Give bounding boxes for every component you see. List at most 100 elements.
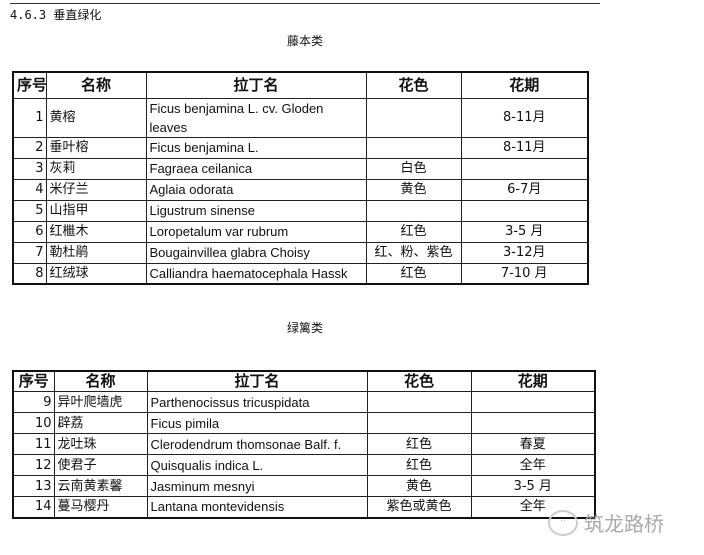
cell-no: 14 — [12, 496, 55, 518]
cell-no: 6 — [12, 220, 47, 243]
cell-no: 13 — [12, 475, 55, 497]
header-name: 名称 — [53, 370, 148, 392]
cell-latin: Clerodendrum thomsonae Balf. f. — [146, 433, 368, 455]
header-no: 序号 — [12, 71, 47, 99]
cell-period: 全年 — [470, 454, 596, 476]
cell-name: 米仔兰 — [45, 178, 147, 201]
header-period: 花期 — [470, 370, 596, 392]
watermark-text: 筑龙路桥 — [584, 512, 664, 536]
cell-no: 11 — [12, 433, 55, 455]
cell-latin: Ligustrum sinense — [145, 199, 367, 222]
cell-latin: Loropetalum var rubrum — [145, 220, 367, 243]
cell-color — [365, 97, 462, 138]
cell-period: 3-5 月 — [460, 220, 589, 243]
cell-name: 黄榕 — [45, 97, 147, 138]
header-no: 序号 — [12, 370, 55, 392]
cell-latin: Ficus pimila — [146, 412, 368, 434]
cell-no: 12 — [12, 454, 55, 476]
header-color: 花色 — [365, 71, 462, 99]
table-row: 2 垂叶榕 Ficus benjamina L. 8-11月 — [12, 136, 589, 159]
cell-latin: Lantana montevidensis — [146, 496, 368, 518]
table-row: 6 红檵木 Loropetalum var rubrum 红色 3-5 月 — [12, 220, 589, 243]
cell-latin: Aglaia odorata — [145, 178, 367, 201]
cell-period — [460, 157, 589, 180]
cell-color: 黄色 — [366, 475, 472, 497]
table-row: 1 黄榕 Ficus benjamina L. cv. Gloden leaves 8… — [12, 97, 589, 138]
table-row: 7 勒杜鹃 Bougainvillea glabra Choisy 红、粉、紫色 3-1… — [12, 241, 589, 264]
cell-period: 春夏 — [470, 433, 596, 455]
cell-no: 8 — [12, 262, 47, 285]
cell-no: 1 — [12, 97, 47, 138]
cell-latin: Ficus benjamina L. — [145, 136, 367, 159]
cell-period: 3-5 月 — [470, 475, 596, 497]
cell-period: 7-10 月 — [460, 262, 589, 285]
top-rule — [10, 3, 600, 4]
table-row: 8 红绒球 Calliandra haematocephala Hassk 红色 7-1… — [12, 262, 589, 285]
cell-no: 3 — [12, 157, 47, 180]
table-row: 14 蔓马樱丹 Lantana montevidensis 紫色或黄色 全年 — [12, 496, 596, 518]
cell-no: 9 — [12, 391, 55, 413]
watermark: ·· 筑龙路桥 — [548, 508, 664, 537]
header-name: 名称 — [45, 71, 147, 99]
table-hedges: 序号 名称 拉丁名 花色 花期 9 异叶爬墙虎 Parthenocissus tri… — [12, 370, 596, 519]
cell-color — [365, 136, 462, 159]
cell-period: 6-7月 — [460, 178, 589, 201]
cell-latin: Jasminum mesnyi — [146, 475, 368, 497]
cell-period — [460, 199, 589, 222]
cell-color: 红色 — [365, 262, 462, 285]
header-color: 花色 — [366, 370, 472, 392]
table1-caption: 藤本类 — [286, 34, 323, 48]
table-row: 3 灰莉 Fagraea ceilanica 白色 — [12, 157, 589, 180]
cell-color — [366, 391, 472, 413]
cell-period: 8-11月 — [460, 97, 589, 138]
table2-caption: 绿篱类 — [286, 321, 323, 335]
cell-color: 紫色或黄色 — [366, 496, 472, 518]
table-row: 12 使君子 Quisqualis indica L. 红色 全年 — [12, 454, 596, 476]
table-row: 11 龙吐珠 Clerodendrum thomsonae Balf. f. 红色 春夏 — [12, 433, 596, 455]
cell-name: 红绒球 — [45, 262, 147, 285]
cell-name: 云南黄素馨 — [53, 475, 148, 497]
cell-no: 7 — [12, 241, 47, 264]
cell-latin: Parthenocissus tricuspidata — [146, 391, 368, 413]
cell-period: 8-11月 — [460, 136, 589, 159]
table-row: 10 辟荔 Ficus pimila — [12, 412, 596, 434]
cell-name: 异叶爬墙虎 — [53, 391, 148, 413]
cell-no: 5 — [12, 199, 47, 222]
table-row: 13 云南黄素馨 Jasminum mesnyi 黄色 3-5 月 — [12, 475, 596, 497]
cell-color: 红、粉、紫色 — [365, 241, 462, 264]
cell-latin: Calliandra haematocephala Hassk — [145, 262, 367, 285]
cell-color: 黄色 — [365, 178, 462, 201]
cell-latin: Bougainvillea glabra Choisy — [145, 241, 367, 264]
section-title: 4.6.3 垂直绿化 — [10, 8, 102, 22]
table-row: 5 山指甲 Ligustrum sinense — [12, 199, 589, 222]
cell-name: 勒杜鹃 — [45, 241, 147, 264]
cell-color — [365, 199, 462, 222]
cell-no: 4 — [12, 178, 47, 201]
cell-no: 2 — [12, 136, 47, 159]
cell-name: 龙吐珠 — [53, 433, 148, 455]
cell-no: 10 — [12, 412, 55, 434]
cell-period — [470, 391, 596, 413]
header-period: 花期 — [460, 71, 589, 99]
cell-name: 蔓马樱丹 — [53, 496, 148, 518]
header-latin: 拉丁名 — [145, 71, 367, 99]
cell-latin: Fagraea ceilanica — [145, 157, 367, 180]
cell-period: 3-12月 — [460, 241, 589, 264]
cell-name: 灰莉 — [45, 157, 147, 180]
cell-name: 辟荔 — [53, 412, 148, 434]
cell-name: 垂叶榕 — [45, 136, 147, 159]
cell-color: 红色 — [366, 454, 472, 476]
header-latin: 拉丁名 — [146, 370, 368, 392]
wechat-icon: ·· — [548, 509, 578, 536]
cell-latin: Quisqualis indica L. — [146, 454, 368, 476]
cell-period — [470, 412, 596, 434]
cell-name: 使君子 — [53, 454, 148, 476]
cell-name: 红檵木 — [45, 220, 147, 243]
cell-color: 红色 — [366, 433, 472, 455]
table-row: 9 异叶爬墙虎 Parthenocissus tricuspidata — [12, 391, 596, 413]
cell-color — [366, 412, 472, 434]
cell-name: 山指甲 — [45, 199, 147, 222]
cell-color: 白色 — [365, 157, 462, 180]
table-vines: 序号 名称 拉丁名 花色 花期 1 黄榕 Ficus benjamina L. cv… — [12, 71, 589, 285]
table-row: 4 米仔兰 Aglaia odorata 黄色 6-7月 — [12, 178, 589, 201]
